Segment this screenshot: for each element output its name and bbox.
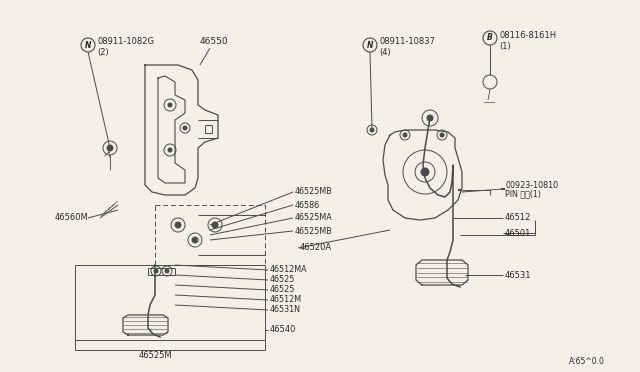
Text: 46501: 46501 [505,228,531,237]
Circle shape [183,126,187,130]
Text: N: N [85,41,91,49]
Text: 46550: 46550 [200,38,228,46]
Text: 46560M: 46560M [55,214,89,222]
Text: 46520A: 46520A [300,244,332,253]
Circle shape [370,128,374,132]
Circle shape [168,103,172,107]
Text: 08911-10837: 08911-10837 [379,38,435,46]
Text: 08911-1082G: 08911-1082G [97,38,154,46]
Text: 46525: 46525 [270,276,296,285]
Circle shape [107,145,113,151]
Text: 46531: 46531 [505,270,531,279]
Circle shape [154,269,158,273]
Circle shape [403,133,407,137]
Circle shape [168,148,172,152]
Text: 46512MA: 46512MA [270,266,308,275]
Text: 46525: 46525 [270,285,296,295]
Text: (1): (1) [499,42,511,51]
Text: N: N [367,41,373,49]
Circle shape [440,133,444,137]
Circle shape [175,222,181,228]
Text: 46531N: 46531N [270,305,301,314]
Circle shape [165,269,169,273]
Circle shape [421,168,429,176]
Text: 46540: 46540 [270,326,296,334]
Text: (2): (2) [97,48,109,57]
Circle shape [212,222,218,228]
Text: PIN ピン(1): PIN ピン(1) [505,189,541,199]
Circle shape [427,115,433,121]
Text: 08116-8161H: 08116-8161H [499,31,556,39]
Text: 46525M: 46525M [138,350,172,359]
Text: (4): (4) [379,48,391,57]
Text: 46586: 46586 [295,201,320,209]
Text: 46525MA: 46525MA [295,214,333,222]
Text: 46512: 46512 [505,214,531,222]
Text: B: B [487,33,493,42]
Text: 46525MB: 46525MB [295,227,333,235]
Text: 46525MB: 46525MB [295,187,333,196]
Text: A:65^0.0: A:65^0.0 [569,357,605,366]
Text: 00923-10810: 00923-10810 [505,180,558,189]
Circle shape [192,237,198,243]
Text: 46512M: 46512M [270,295,302,305]
